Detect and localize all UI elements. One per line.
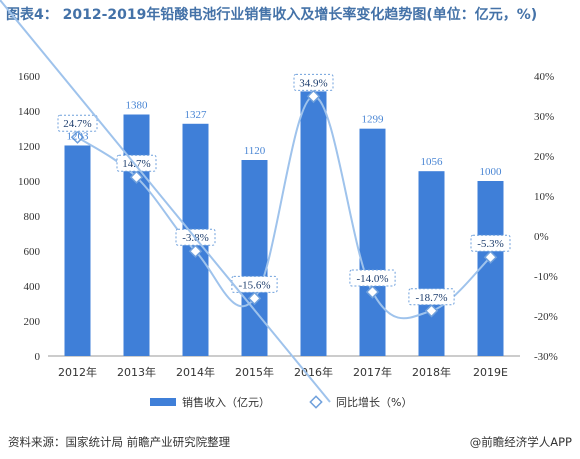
- growth-value-label: -15.6%: [238, 279, 270, 291]
- bar-value-label: 1327: [185, 109, 208, 121]
- x-tick-label: 2018年: [412, 365, 451, 379]
- y2-tick-label: -30%: [534, 351, 558, 363]
- growth-point: [483, 250, 498, 264]
- x-tick-label: 2015年: [235, 365, 274, 379]
- growth-value-label: -18.7%: [415, 292, 447, 304]
- bar-value-label: 1120: [244, 145, 266, 157]
- growth-label-box: [231, 275, 278, 293]
- growth-point: [306, 89, 321, 104]
- growth-line-path: [76, 95, 492, 320]
- legend-line-marker: [309, 395, 323, 409]
- bar: [123, 114, 150, 356]
- growth-line: [70, 89, 498, 320]
- growth-point: [365, 285, 380, 299]
- bar: [241, 160, 268, 356]
- growth-label-box: [349, 269, 396, 287]
- growth-point: [70, 130, 85, 144]
- legend-bar-swatch: [150, 398, 176, 406]
- bar-value-label: 1299: [362, 114, 385, 126]
- y-tick-label: 1600: [18, 71, 41, 83]
- y-tick-label: 1400: [18, 106, 41, 118]
- x-tick-label: 2014年: [176, 365, 215, 379]
- y-tick-label: 1200: [18, 141, 41, 153]
- bar: [359, 128, 386, 356]
- bar-value-label: 1056: [421, 156, 444, 168]
- y-tick-label: 600: [24, 246, 41, 258]
- legend-bar-label: 销售收入（亿元）: [182, 395, 270, 409]
- bar: [418, 171, 445, 356]
- y2-tick-label: 40%: [534, 71, 554, 83]
- y-tick-label: 200: [24, 316, 41, 328]
- bar: [477, 181, 504, 356]
- x-tick-label: 2017年: [353, 365, 392, 379]
- growth-label-box: [57, 114, 98, 132]
- y2-tick-label: 10%: [534, 191, 554, 203]
- brand-note: @前瞻经济学人APP: [469, 435, 572, 449]
- axes: 0 200 400 600 800 1000 1200 1400 1600 -30% -20% -10…: [18, 71, 558, 379]
- growth-label-box: [408, 288, 455, 306]
- y-tick-label: 1000: [18, 176, 41, 188]
- growth-value-label: 34.9%: [299, 77, 327, 89]
- growth-value-label: 24.7%: [63, 118, 91, 130]
- bar-value-label: 1000: [480, 166, 503, 178]
- bar: [300, 91, 327, 357]
- y2-tick-label: -10%: [534, 271, 558, 283]
- growth-point: [188, 244, 203, 258]
- growth-label-box: [470, 234, 511, 252]
- bars: [64, 91, 504, 357]
- growth-point: [424, 304, 439, 318]
- bar: [64, 145, 91, 356]
- y2-tick-label: -20%: [534, 311, 558, 323]
- y2-tick-label: 0%: [534, 231, 549, 243]
- x-tick-label: 2019E: [473, 366, 508, 379]
- bar-value-label: 1203: [67, 130, 90, 142]
- bar-value-label: 1380: [126, 100, 149, 112]
- growth-value-label: 14.7%: [122, 158, 150, 170]
- growth-label-box: [293, 73, 334, 91]
- legend: 销售收入（亿元） 同比增长（%）: [0, 0, 412, 409]
- y2-tick-label: 20%: [534, 151, 554, 163]
- growth-value-label: -14.0%: [356, 273, 388, 285]
- y-tick-label: 800: [24, 211, 41, 223]
- growth-value-label: -5.3%: [477, 238, 504, 250]
- source-note: 资料来源：国家统计局 前瞻产业研究院整理: [8, 435, 231, 449]
- x-tick-label: 2012年: [58, 365, 97, 379]
- y2-tick-label: 30%: [534, 111, 554, 123]
- x-tick-label: 2013年: [117, 365, 156, 379]
- y-tick-label: 0: [35, 351, 41, 363]
- legend-line-label: 同比增长（%）: [336, 395, 412, 409]
- data-labels: 1203138013271120151212991056100024.7%14.…: [57, 73, 511, 306]
- x-tick-label: 2016年: [294, 365, 333, 379]
- chart-title: 图表4： 2012-2019年铅酸电池行业销售收入及增长率变化趋势图(单位：亿元…: [6, 7, 538, 23]
- legend-line-swatch: [0, 0, 331, 403]
- growth-point: [129, 170, 144, 184]
- growth-point: [247, 291, 262, 306]
- growth-label-box: [116, 154, 157, 172]
- y-tick-label: 400: [24, 281, 41, 293]
